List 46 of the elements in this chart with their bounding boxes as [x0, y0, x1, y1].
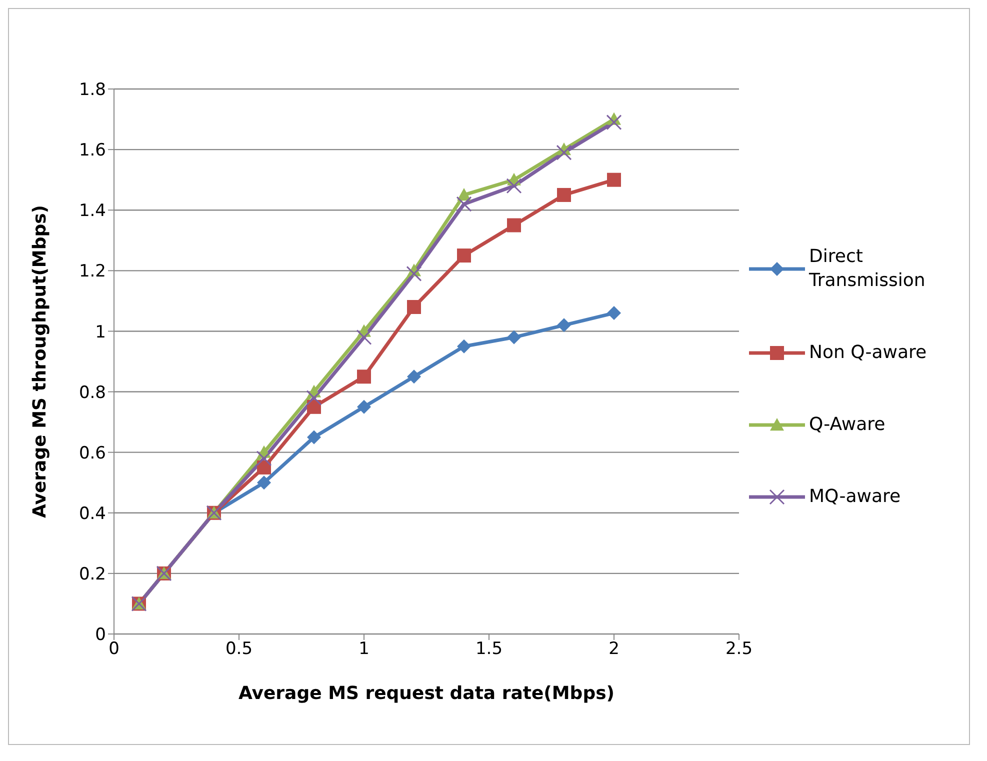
- legend-label: MQ-aware: [809, 484, 902, 508]
- point: [557, 318, 571, 332]
- x-tick-label: 2.5: [725, 639, 753, 660]
- point: [606, 114, 622, 130]
- point: [457, 339, 471, 354]
- point: [307, 400, 321, 414]
- legend-label: Non Q-aware: [809, 340, 928, 364]
- point: [256, 450, 272, 466]
- x-tick-label: 0.5: [225, 639, 253, 660]
- point: [356, 330, 372, 346]
- x-axis-title: Average MS request data rate(Mbps): [238, 683, 615, 704]
- point: [557, 188, 571, 202]
- y-tick-label: 0: [95, 625, 106, 646]
- point: [507, 218, 521, 232]
- y-tick-label: 0.6: [78, 443, 106, 464]
- point: [407, 370, 421, 384]
- x-tick-label: 0: [108, 639, 120, 660]
- point: [456, 196, 472, 212]
- x-tick-label: 1: [358, 639, 370, 660]
- point: [357, 370, 371, 384]
- y-tick-label: 1.4: [78, 201, 106, 222]
- point: [506, 178, 522, 194]
- y-axis-title: Average MS throughput(Mbps): [29, 204, 50, 518]
- point: [306, 390, 322, 406]
- point: [457, 248, 471, 263]
- y-tick-label: 1.2: [78, 262, 106, 282]
- y-tick-label: 1.6: [78, 140, 106, 161]
- point: [357, 400, 371, 414]
- y-tick-label: 0.8: [78, 382, 106, 403]
- y-tick-label: 1.8: [78, 80, 106, 100]
- point: [407, 300, 421, 314]
- y-tick-label: 0.2: [78, 564, 106, 584]
- point: [607, 172, 621, 187]
- x-tick-label: 1.5: [475, 639, 503, 660]
- point: [406, 266, 422, 282]
- legend-label: Q-Aware: [809, 412, 886, 436]
- point: [607, 306, 621, 320]
- x-tick-label: 2: [608, 639, 620, 660]
- y-tick-label: 0.4: [78, 504, 106, 524]
- point: [257, 460, 271, 474]
- point: [556, 144, 572, 160]
- legend-label: Direct Transmission: [809, 244, 926, 292]
- point: [257, 476, 271, 490]
- point: [507, 330, 521, 344]
- point: [307, 430, 321, 444]
- y-tick-label: 1: [95, 322, 106, 342]
